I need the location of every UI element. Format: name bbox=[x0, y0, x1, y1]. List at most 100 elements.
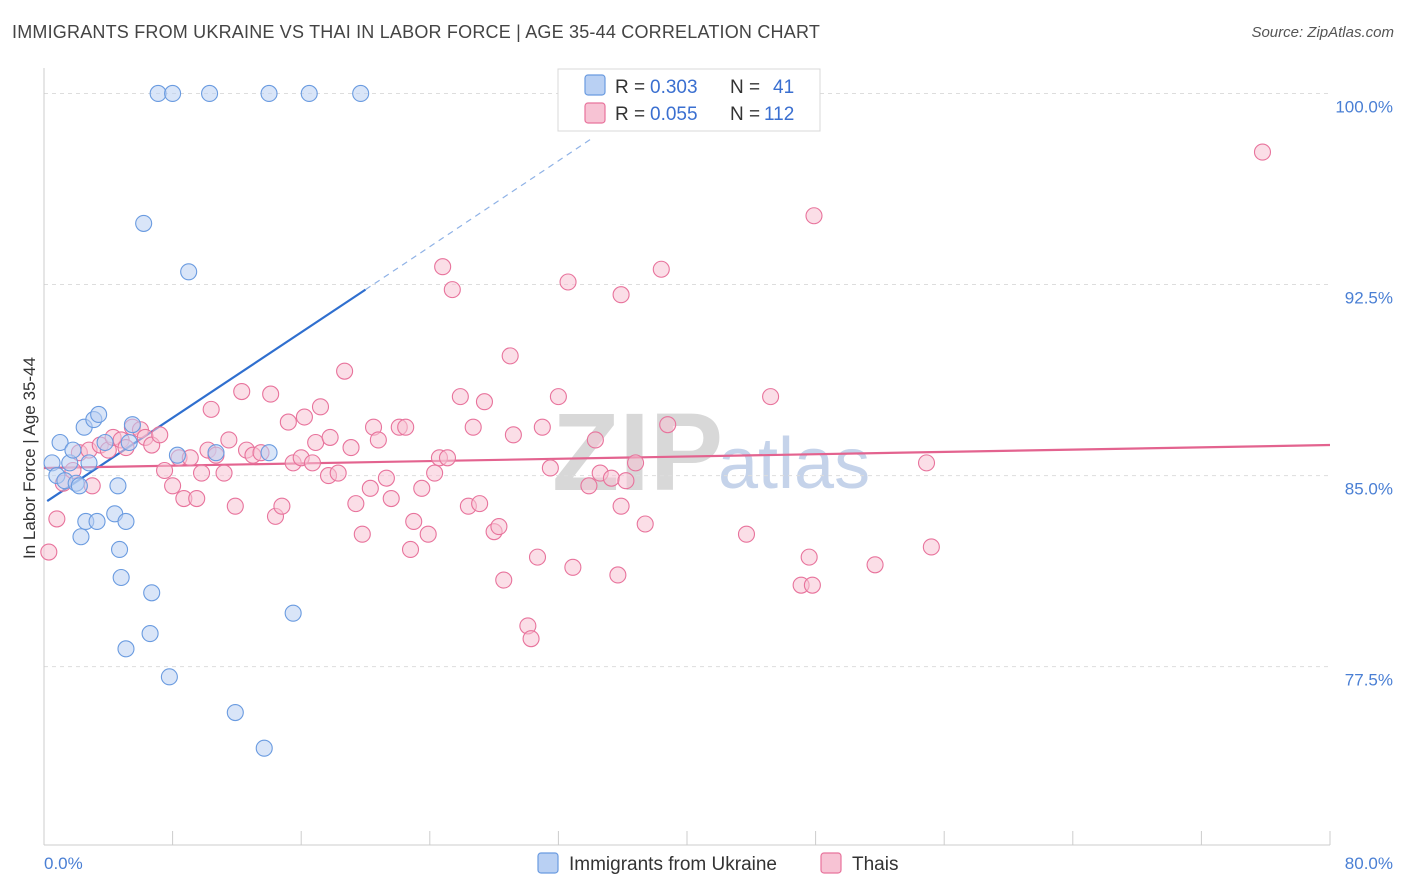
trend-line-ukraine bbox=[46, 288, 367, 502]
point-thais-57 bbox=[397, 418, 415, 436]
point-thais-89 bbox=[609, 566, 627, 584]
point-thais-103 bbox=[866, 556, 884, 574]
point-thais-67 bbox=[451, 388, 469, 406]
point-thais-70 bbox=[471, 495, 489, 513]
point-thais-79 bbox=[528, 548, 547, 566]
point-thais-50 bbox=[353, 525, 371, 543]
legend-n-value-1: 41 bbox=[773, 77, 794, 98]
point-thais-97 bbox=[737, 525, 756, 543]
point-thais-30 bbox=[233, 382, 251, 401]
point-thais-29 bbox=[226, 497, 244, 515]
point-thais-28 bbox=[220, 431, 238, 449]
point-ukraine-18 bbox=[123, 416, 141, 434]
point-ukraine-22 bbox=[112, 568, 130, 587]
point-thais-85 bbox=[580, 477, 598, 495]
y-tick-label-2: 92.5% bbox=[1345, 289, 1393, 308]
point-thais-18 bbox=[164, 477, 182, 495]
point-thais-83 bbox=[559, 273, 577, 291]
point-thais-43 bbox=[311, 398, 330, 416]
point-thais-25 bbox=[202, 400, 220, 418]
point-ukraine-20 bbox=[117, 512, 135, 531]
point-thais-62 bbox=[426, 464, 444, 482]
point-thais-47 bbox=[336, 362, 354, 380]
watermark-atlas: atlas bbox=[718, 424, 870, 504]
point-ukraine-34 bbox=[255, 739, 273, 757]
point-ukraine-26 bbox=[160, 668, 178, 686]
point-thais-73 bbox=[490, 518, 508, 536]
point-ukraine-23 bbox=[117, 640, 135, 658]
point-thais-59 bbox=[405, 512, 423, 531]
point-ukraine-39 bbox=[300, 84, 318, 103]
point-ukraine-35 bbox=[149, 84, 167, 103]
point-ukraine-5 bbox=[64, 441, 82, 459]
y-axis-title: In Labor Force | Age 35-44 bbox=[20, 357, 39, 559]
point-thais-100 bbox=[800, 548, 818, 566]
point-thais-16 bbox=[151, 426, 169, 444]
point-thais-23 bbox=[192, 464, 211, 482]
point-thais-44 bbox=[321, 428, 339, 446]
point-thais-86 bbox=[586, 431, 604, 449]
stats-legend: R = 0.303 N = 41 R = 0.055 N = 112 bbox=[557, 68, 821, 132]
point-thais-104 bbox=[917, 454, 936, 472]
point-thais-92 bbox=[617, 472, 635, 490]
point-thais-66 bbox=[443, 281, 461, 299]
point-ukraine-25 bbox=[141, 625, 159, 643]
point-thais-0 bbox=[40, 543, 58, 561]
point-ukraine-15 bbox=[88, 512, 106, 531]
legend-label-ukraine: Immigrants from Ukraine bbox=[569, 854, 777, 875]
legend-n-label-1: N = bbox=[730, 77, 760, 98]
point-thais-65 bbox=[434, 258, 452, 276]
point-thais-84 bbox=[564, 558, 582, 576]
data-points bbox=[40, 84, 1272, 757]
point-thais-81 bbox=[541, 459, 559, 477]
trend-lines bbox=[43, 138, 1331, 502]
point-thais-36 bbox=[273, 497, 291, 515]
point-thais-96 bbox=[659, 416, 677, 434]
point-ukraine-38 bbox=[260, 84, 278, 103]
legend-r-value-2: 0.055 bbox=[650, 104, 698, 125]
point-thais-48 bbox=[342, 439, 360, 457]
point-thais-58 bbox=[401, 540, 420, 559]
axes bbox=[43, 68, 1331, 846]
legend-swatch-thais bbox=[584, 102, 606, 124]
legend-label-thais: Thais bbox=[852, 854, 898, 875]
point-thais-42 bbox=[307, 433, 325, 452]
point-ukraine-7 bbox=[70, 477, 88, 495]
point-ukraine-13 bbox=[72, 528, 90, 546]
legend-r-label-2: R = bbox=[615, 104, 645, 125]
point-ukraine-40 bbox=[352, 84, 370, 103]
point-thais-64 bbox=[438, 449, 457, 467]
point-thais-98 bbox=[762, 388, 780, 406]
point-thais-88 bbox=[602, 469, 620, 487]
tick-labels: 77.5% 85.0% 92.5% 100.0% 0.0% 80.0% bbox=[44, 97, 1393, 873]
point-thais-22 bbox=[188, 489, 206, 508]
point-thais-53 bbox=[369, 431, 387, 449]
point-thais-17 bbox=[156, 461, 174, 480]
legend-n-value-2: 112 bbox=[764, 104, 794, 125]
point-thais-105 bbox=[922, 538, 940, 556]
trend-line-ukraine-extension bbox=[365, 138, 591, 291]
chart-source: Source: ZipAtlas.com bbox=[1251, 24, 1394, 41]
point-thais-93 bbox=[627, 454, 645, 472]
legend-n-label-2: N = bbox=[730, 104, 760, 125]
point-thais-90 bbox=[612, 497, 630, 515]
point-thais-61 bbox=[419, 525, 437, 543]
point-thais-78 bbox=[522, 630, 540, 648]
point-thais-69 bbox=[464, 418, 482, 436]
point-thais-46 bbox=[329, 464, 347, 482]
point-thais-27 bbox=[215, 464, 233, 482]
point-thais-101 bbox=[803, 576, 821, 594]
point-ukraine-21 bbox=[111, 540, 129, 559]
point-ukraine-28 bbox=[180, 263, 198, 281]
point-thais-80 bbox=[533, 418, 551, 436]
x-tick-label-1: 80.0% bbox=[1345, 854, 1393, 873]
watermark-zip: ZIP bbox=[552, 391, 723, 514]
point-thais-49 bbox=[347, 495, 365, 513]
grid bbox=[44, 92, 1330, 668]
point-thais-82 bbox=[549, 388, 567, 406]
point-thais-55 bbox=[382, 489, 400, 508]
point-thais-102 bbox=[805, 207, 823, 225]
point-ukraine-19 bbox=[109, 477, 127, 495]
point-ukraine-31 bbox=[260, 444, 278, 462]
point-ukraine-9 bbox=[80, 454, 98, 472]
